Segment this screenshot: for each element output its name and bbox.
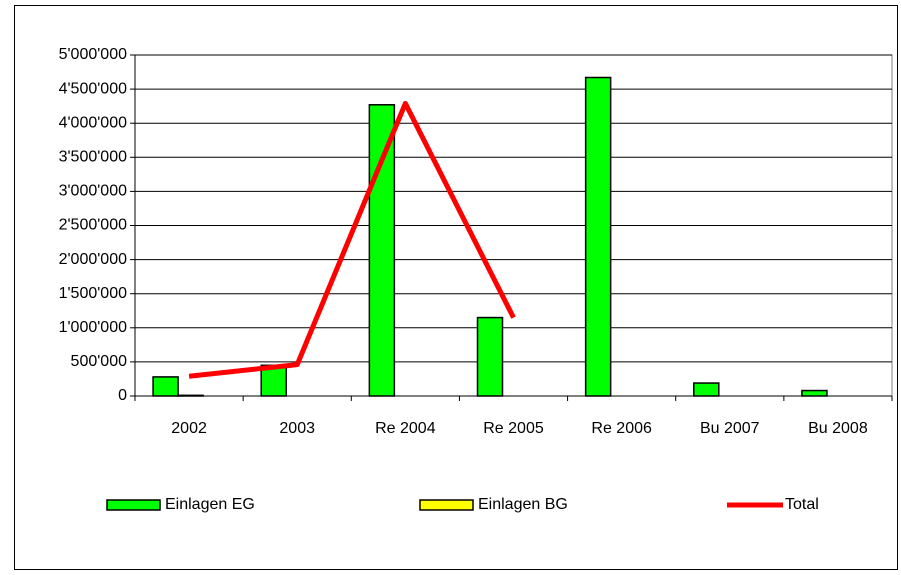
bar — [693, 382, 720, 397]
bar — [584, 76, 612, 397]
x-tick-label: Bu 2008 — [808, 420, 868, 437]
line-series — [188, 100, 516, 379]
y-tick-label: 3'000'000 — [59, 183, 128, 200]
legend-swatch — [106, 499, 161, 511]
legend-label: Einlagen BG — [478, 496, 568, 513]
x-tick-label: Re 2004 — [375, 420, 436, 437]
y-tick-label: 1'000'000 — [59, 319, 128, 336]
bar — [152, 376, 179, 397]
legend-label: Total — [785, 496, 819, 513]
bar — [801, 389, 828, 397]
y-tick-label: 1'500'000 — [59, 285, 128, 302]
x-tick-label: 2002 — [171, 420, 207, 437]
y-tick-label: 0 — [118, 387, 127, 404]
x-tick-label: Re 2005 — [483, 420, 544, 437]
x-tick-label: 2003 — [279, 420, 315, 437]
y-tick-label: 2'000'000 — [59, 251, 128, 268]
bar — [476, 316, 504, 397]
legend-label: Einlagen EG — [165, 496, 255, 513]
y-tick-label: 3'500'000 — [59, 149, 128, 166]
y-tick-label: 4'000'000 — [59, 114, 128, 131]
y-tick-label: 4'500'000 — [59, 80, 128, 97]
x-tick-label: Re 2006 — [591, 420, 652, 437]
legend-swatch — [419, 499, 474, 511]
y-tick-label: 500'000 — [71, 353, 128, 370]
y-tick-label: 5'000'000 — [59, 46, 128, 63]
y-tick-label: 2'500'000 — [59, 217, 128, 234]
x-tick-label: Bu 2007 — [700, 420, 760, 437]
bar — [368, 104, 396, 397]
